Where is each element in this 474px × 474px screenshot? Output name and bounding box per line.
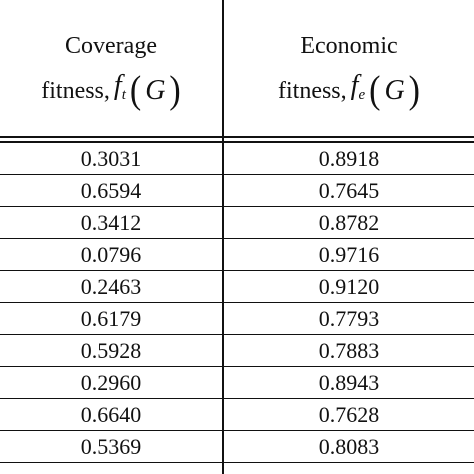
economic-cell: 0.7645 — [318, 178, 380, 203]
economic-cell: 0.7883 — [318, 338, 380, 363]
economic-fitness-argument: G — [384, 74, 405, 106]
header-coverage-label: fitness, — [41, 77, 110, 104]
economic-cell: 0.8782 — [318, 210, 380, 235]
coverage-cell: 0.3412 — [80, 210, 142, 235]
header-coverage-fitness: Coverage fitness, ft ( G ) — [0, 26, 222, 115]
economic-cell: 0.8943 — [318, 370, 380, 395]
open-paren: ( — [369, 68, 381, 112]
close-paren: ) — [408, 68, 420, 112]
economic-cell: 0.8918 — [318, 146, 380, 171]
header-economic-label: fitness, — [277, 77, 347, 104]
table-row: 0.2960 0.8943 — [0, 367, 474, 399]
coverage-cell: 0.5928 — [80, 338, 142, 363]
header-economic-line1: Economic — [300, 33, 398, 59]
coverage-cell: 0.5369 — [80, 434, 142, 459]
table-body: 0.3031 0.8918 0.6594 0.7645 0.3412 0.8782 0… — [0, 143, 474, 463]
table-row: 0.6640 0.7628 — [0, 399, 474, 431]
economic-cell: 0.9120 — [318, 274, 380, 299]
close-paren: ) — [169, 68, 181, 112]
table-row: 0.6179 0.7793 — [0, 303, 474, 335]
economic-cell: 0.8083 — [318, 434, 380, 459]
economic-cell: 0.7793 — [318, 306, 380, 331]
table-row: 0.3031 0.8918 — [0, 143, 474, 175]
header-rule-top — [0, 136, 474, 138]
table-row: 0.5369 0.8083 — [0, 431, 474, 463]
header-coverage-line1: Coverage — [65, 33, 157, 59]
coverage-fitness-symbol: ft — [113, 70, 126, 103]
table-row: 0.6594 0.7645 — [0, 175, 474, 207]
table-row: 0.0796 0.9716 — [0, 239, 474, 271]
coverage-fitness-argument: G — [145, 74, 166, 106]
header-economic-line2: fitness, fe ( G ) — [224, 66, 474, 115]
coverage-cell: 0.2463 — [80, 274, 142, 299]
table-row: 0.3412 0.8782 — [0, 207, 474, 239]
header-economic-fitness: Economic fitness, fe ( G ) — [224, 26, 474, 115]
table-row: 0.2463 0.9120 — [0, 271, 474, 303]
coverage-cell: 0.3031 — [80, 146, 142, 171]
coverage-cell: 0.6640 — [80, 402, 142, 427]
economic-cell: 0.9716 — [318, 242, 380, 267]
coverage-cell: 0.6594 — [80, 178, 142, 203]
coverage-cell: 0.2960 — [80, 370, 142, 395]
economic-cell: 0.7628 — [318, 402, 380, 427]
coverage-cell: 0.0796 — [80, 242, 142, 267]
header-rule-bottom — [0, 141, 474, 143]
column-divider — [222, 0, 224, 474]
table-row: 0.5928 0.7883 — [0, 335, 474, 367]
coverage-cell: 0.6179 — [80, 306, 142, 331]
economic-fitness-symbol: fe — [350, 70, 366, 103]
open-paren: ( — [129, 68, 142, 112]
header-coverage-line2: fitness, ft ( G ) — [0, 66, 222, 115]
